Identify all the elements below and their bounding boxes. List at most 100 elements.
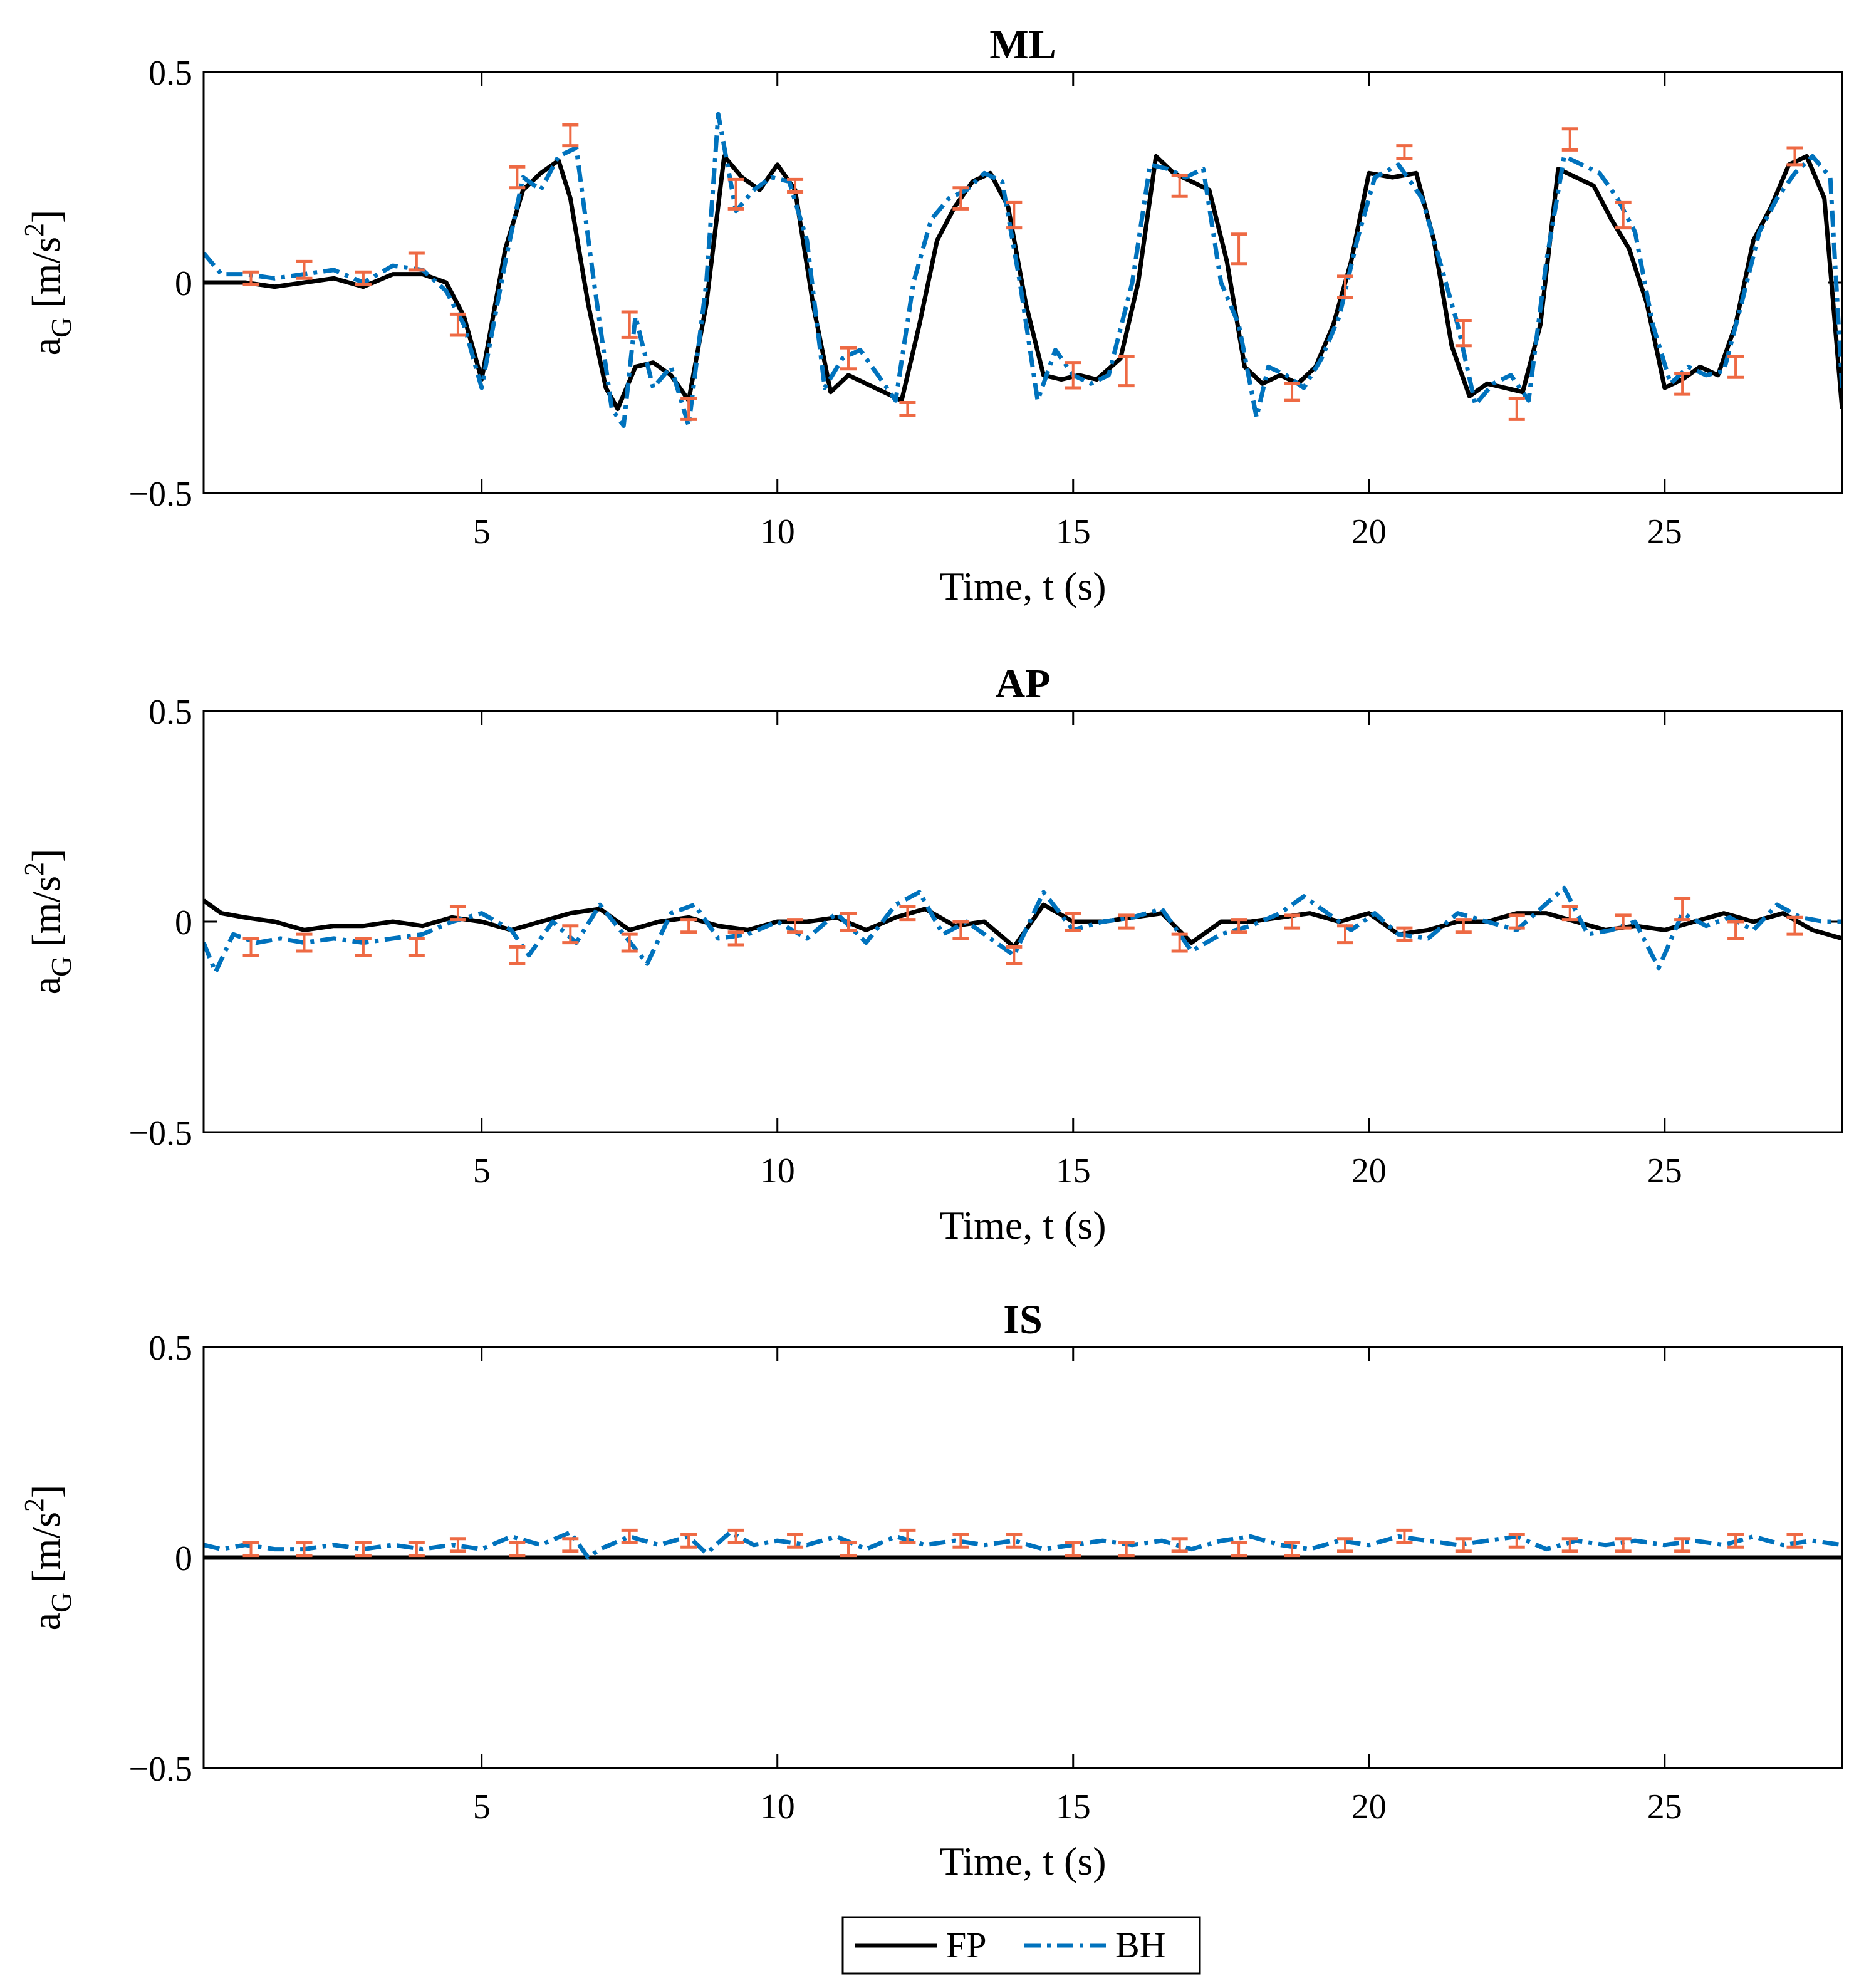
error-bar <box>1065 912 1081 932</box>
chart-title-ap: AP <box>996 661 1051 707</box>
error-bar <box>1171 1537 1188 1553</box>
error-bar <box>952 920 969 940</box>
legend-fp-label: FP <box>946 1925 987 1965</box>
x-tick-label: 25 <box>1647 1788 1682 1826</box>
error-bar <box>1006 945 1023 965</box>
y-tick-label: 0.5 <box>148 693 192 732</box>
subplot-is: IS 5 10 15 20 25 −0.5 0 0.5 Time, t (s) aG[m/s2] <box>19 1297 1843 1883</box>
error-bar <box>787 1533 804 1549</box>
error-bar <box>1006 1533 1023 1549</box>
error-bar <box>1284 1541 1301 1558</box>
error-bar <box>1727 1533 1744 1549</box>
axes-frame <box>202 71 1843 494</box>
x-tick-label: 5 <box>473 513 491 551</box>
error-bar <box>1674 897 1691 922</box>
error-bar <box>621 932 638 953</box>
y-tick-label: 0 <box>175 1539 192 1578</box>
error-bar <box>787 177 804 194</box>
error-bar <box>242 937 259 957</box>
error-bar <box>355 270 372 286</box>
x-tick-label: 5 <box>473 1152 491 1190</box>
error-bar <box>1284 382 1301 402</box>
error-bar <box>408 1541 425 1558</box>
error-bar <box>680 1533 697 1549</box>
error-bar <box>296 259 313 280</box>
y-tick-label: 0.5 <box>148 1329 192 1368</box>
y-axis-label: aG[m/s2] <box>19 210 77 356</box>
chart-title-ml: ML <box>989 22 1056 68</box>
error-bar <box>1118 913 1135 930</box>
error-bar <box>680 918 697 934</box>
error-bar <box>952 1533 969 1549</box>
error-bar <box>1065 1541 1081 1558</box>
error-bar <box>1786 146 1803 167</box>
error-bar <box>1231 918 1247 934</box>
x-tick-label: 20 <box>1351 1788 1387 1826</box>
y-tick-label: 0.5 <box>148 54 192 93</box>
y-tick-label: −0.5 <box>128 475 192 514</box>
x-tick-label: 25 <box>1647 1152 1682 1190</box>
y-tick-label: 0 <box>175 903 192 942</box>
error-bar <box>1727 920 1744 940</box>
error-bar <box>509 165 526 190</box>
error-bar <box>727 930 744 947</box>
error-bar <box>1231 232 1247 266</box>
x-tick-label: 10 <box>760 1788 795 1826</box>
error-bar <box>355 1541 372 1558</box>
plot-area <box>204 112 1842 428</box>
plot-area <box>204 1528 1842 1560</box>
error-bar <box>899 905 916 922</box>
error-bar <box>296 1541 313 1558</box>
error-bar <box>1171 932 1188 953</box>
error-bar <box>1727 355 1744 379</box>
error-bar <box>899 1528 916 1544</box>
series-bh-line <box>204 885 1842 975</box>
x-axis-label: Time, t (s) <box>939 1839 1106 1883</box>
error-bar <box>727 1528 744 1544</box>
error-bar <box>1455 918 1472 934</box>
x-tick-label: 15 <box>1056 513 1091 551</box>
error-bar <box>1786 915 1803 936</box>
error-bar <box>408 251 425 272</box>
subplot-ml: ML 5 10 15 20 25 −0.5 0 0.5 Time, t (s) aG[m/s2] <box>19 22 1843 608</box>
error-bar <box>1231 1541 1247 1558</box>
y-tick-label: −0.5 <box>128 1114 192 1153</box>
error-bar <box>1006 200 1023 230</box>
error-bar <box>1455 1537 1472 1553</box>
y-axis-label: aG[m/s2] <box>19 1485 77 1631</box>
error-bar <box>1337 1537 1354 1553</box>
series-bh-line <box>204 1530 1842 1560</box>
error-bar <box>242 1541 259 1558</box>
error-bar <box>449 905 466 922</box>
subplot-ap: AP 5 10 15 20 25 −0.5 0 0.5 Time, t (s) aG[m/s2] <box>19 661 1843 1247</box>
error-bar <box>449 312 466 337</box>
x-tick-label: 25 <box>1647 513 1682 551</box>
error-bar <box>1171 174 1188 198</box>
error-bar <box>952 186 969 211</box>
error-bar <box>1455 318 1472 348</box>
error-bar <box>509 1541 526 1558</box>
error-bar <box>1396 1528 1413 1544</box>
x-tick-label: 5 <box>473 1788 491 1826</box>
error-bar <box>1561 905 1578 922</box>
error-bar <box>1065 361 1081 390</box>
y-tick-label: 0 <box>175 264 192 303</box>
y-tick-label: −0.5 <box>128 1750 192 1789</box>
error-bar <box>1674 1537 1691 1553</box>
series-fp-line <box>204 154 1842 412</box>
error-bar <box>562 924 579 945</box>
error-bar <box>509 945 526 965</box>
error-bar <box>1615 913 1632 930</box>
error-bar <box>621 1528 638 1544</box>
x-axis-label: Time, t (s) <box>939 564 1106 608</box>
error-bar <box>1615 1537 1632 1553</box>
error-bar <box>1284 913 1301 930</box>
error-bar <box>1396 144 1413 160</box>
error-bar <box>1337 924 1354 945</box>
chart-title-is: IS <box>1003 1297 1042 1343</box>
error-bar <box>840 1541 857 1558</box>
x-axis-label: Time, t (s) <box>939 1203 1106 1247</box>
error-bar <box>787 918 804 934</box>
legend: FP BH <box>841 1916 1201 1975</box>
axes-frame <box>202 710 1843 1133</box>
